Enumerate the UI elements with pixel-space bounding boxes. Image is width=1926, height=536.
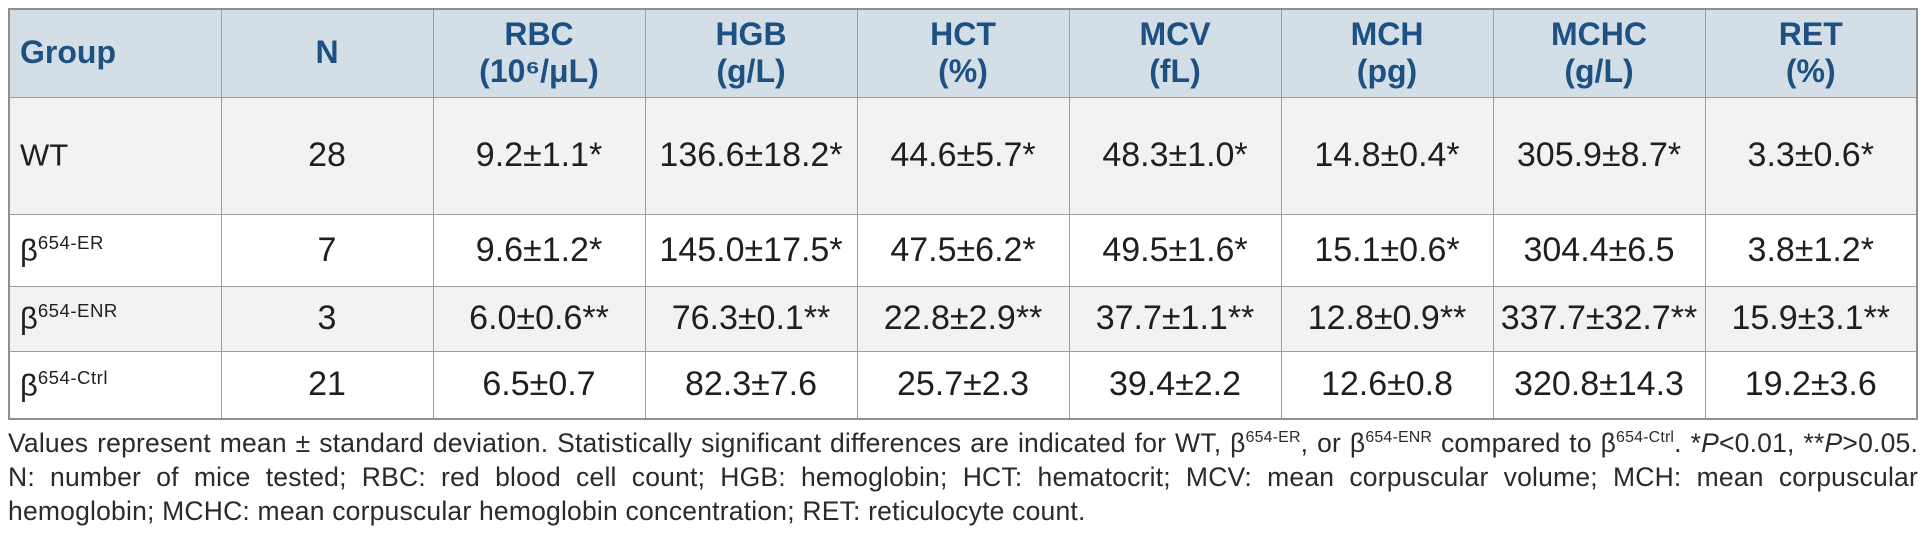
hct-cell: 25.7±2.3 — [856, 350, 1070, 420]
header-name: HGB — [715, 15, 787, 52]
footnote-superscript: 654-ER — [1245, 429, 1301, 447]
header-name: Group — [20, 34, 116, 71]
header-unit: (g/L) — [1564, 53, 1634, 90]
group-cell: WT — [8, 96, 222, 215]
header-cell-group: Group — [8, 8, 222, 98]
group-label: β — [20, 232, 38, 268]
hct-cell: 22.8±2.9** — [856, 285, 1070, 352]
rbc-cell: 9.2±1.1* — [432, 96, 646, 215]
header-name: RET — [1778, 15, 1843, 52]
ret-cell: 19.2±3.6 — [1704, 350, 1918, 420]
table-row-b654-ctrl: β654-Ctrl 21 6.5±0.7 82.3±7.6 25.7±2.3 3… — [8, 350, 1918, 420]
mcv-cell: 39.4±2.2 — [1068, 350, 1282, 420]
ret-cell: 15.9±3.1** — [1704, 285, 1918, 352]
footnote-text: . * — [1674, 428, 1702, 458]
table-header: Group N RBC (10⁶/μL) HGB (g/L) HCT (%) M… — [8, 8, 1918, 98]
table-row-wt: WT 28 9.2±1.1* 136.6±18.2* 44.6±5.7* 48.… — [8, 96, 1918, 215]
header-unit: (pg) — [1356, 53, 1418, 90]
header-cell-rbc: RBC (10⁶/μL) — [432, 8, 646, 98]
group-superscript: 654-ER — [37, 231, 104, 253]
header-name: N — [315, 34, 339, 71]
header-name: MCH — [1350, 15, 1424, 52]
hgb-cell: 82.3±7.6 — [644, 350, 858, 420]
header-cell-hgb: HGB (g/L) — [644, 8, 858, 98]
header-cell-mchc: MCHC (g/L) — [1492, 8, 1706, 98]
mchc-cell: 320.8±14.3 — [1492, 350, 1706, 420]
footnote-superscript: 654-Ctrl — [1616, 429, 1675, 447]
hgb-cell: 76.3±0.1** — [644, 285, 858, 352]
ret-cell: 3.3±0.6* — [1704, 96, 1918, 215]
mchc-cell: 305.9±8.7* — [1492, 96, 1706, 215]
hgb-cell: 136.6±18.2* — [644, 96, 858, 215]
mch-cell: 15.1±0.6* — [1280, 213, 1494, 287]
header-name: RBC — [504, 15, 574, 52]
header-unit: (fL) — [1149, 53, 1201, 90]
mchc-cell: 337.7±32.7** — [1492, 285, 1706, 352]
group-cell: β654-Ctrl — [8, 350, 222, 420]
table-row-b654-enr: β654-ENR 3 6.0±0.6** 76.3±0.1** 22.8±2.9… — [8, 285, 1918, 352]
mch-cell: 14.8±0.4* — [1280, 96, 1494, 215]
header-cell-n: N — [220, 8, 434, 98]
hgb-cell: 145.0±17.5* — [644, 213, 858, 287]
footnote-italic-p: P — [1824, 428, 1843, 458]
footnote-italic-p: P — [1701, 428, 1719, 458]
header-cell-ret: RET (%) — [1704, 8, 1918, 98]
ret-cell: 3.8±1.2* — [1704, 213, 1918, 287]
footnote-text: >0.05. N: number of mice tested; RBC: re… — [8, 428, 1919, 526]
hct-cell: 44.6±5.7* — [856, 96, 1070, 215]
mch-cell: 12.6±0.8 — [1280, 350, 1494, 420]
rbc-cell: 6.0±0.6** — [432, 285, 646, 352]
header-name: MCHC — [1551, 15, 1647, 52]
header-name: HCT — [930, 15, 996, 52]
group-superscript: 654-Ctrl — [37, 366, 108, 388]
mch-cell: 12.8±0.9** — [1280, 285, 1494, 352]
group-label: β — [20, 300, 38, 336]
n-cell: 21 — [220, 350, 434, 420]
footnote-superscript: 654-ENR — [1365, 429, 1433, 447]
header-unit: (%) — [1785, 53, 1836, 90]
hct-cell: 47.5±6.2* — [856, 213, 1070, 287]
header-name: MCV — [1139, 15, 1211, 52]
header-unit: (10⁶/μL) — [479, 53, 599, 90]
mcv-cell: 37.7±1.1** — [1068, 285, 1282, 352]
group-superscript: 654-ENR — [37, 300, 118, 322]
header-unit: (%) — [938, 53, 988, 90]
header-cell-mcv: MCV (fL) — [1068, 8, 1282, 98]
mcv-cell: 48.3±1.0* — [1068, 96, 1282, 215]
footnote-text: <0.01, ** — [1719, 428, 1825, 458]
header-row: Group N RBC (10⁶/μL) HGB (g/L) HCT (%) M… — [8, 8, 1918, 98]
group-label: WT — [20, 137, 69, 173]
footnote: Values represent mean ± standard deviati… — [8, 427, 1918, 529]
footnote-text: compared to β — [1432, 428, 1617, 458]
mcv-cell: 49.5±1.6* — [1068, 213, 1282, 287]
footnote-text: , or β — [1300, 428, 1366, 458]
hematology-table: Group N RBC (10⁶/μL) HGB (g/L) HCT (%) M… — [8, 8, 1918, 420]
n-cell: 28 — [220, 96, 434, 215]
table-row-b654-er: β654-ER 7 9.6±1.2* 145.0±17.5* 47.5±6.2*… — [8, 213, 1918, 287]
rbc-cell: 6.5±0.7 — [432, 350, 646, 420]
n-cell: 7 — [220, 213, 434, 287]
footnote-text: Values represent mean ± standard deviati… — [8, 428, 1246, 458]
header-cell-hct: HCT (%) — [856, 8, 1070, 98]
header-cell-mch: MCH (pg) — [1280, 8, 1494, 98]
group-cell: β654-ER — [8, 213, 222, 287]
header-unit: (g/L) — [716, 53, 786, 90]
rbc-cell: 9.6±1.2* — [432, 213, 646, 287]
n-cell: 3 — [220, 285, 434, 352]
table-body: WT 28 9.2±1.1* 136.6±18.2* 44.6±5.7* 48.… — [8, 96, 1918, 420]
mchc-cell: 304.4±6.5 — [1492, 213, 1706, 287]
group-cell: β654-ENR — [8, 285, 222, 352]
group-label: β — [20, 366, 38, 402]
